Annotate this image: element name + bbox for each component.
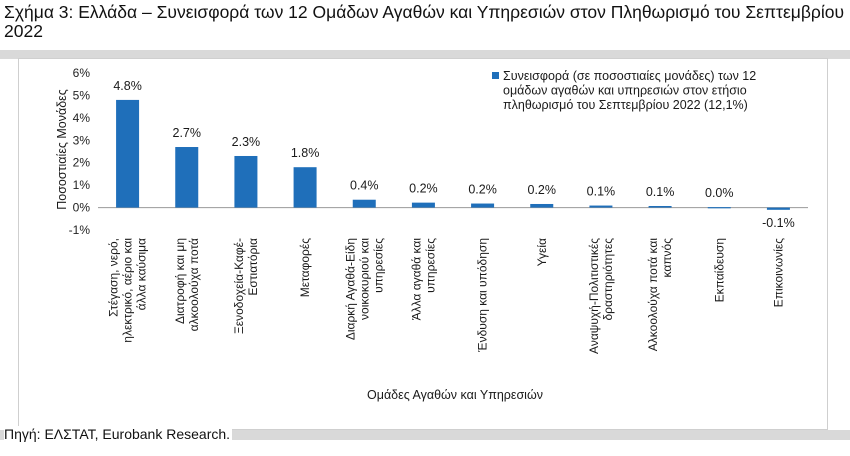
y-tick-label: 1% [73,178,91,192]
category-label: άλλα καύσιμα [135,238,149,310]
top-band [0,50,850,59]
y-tick-label: 0% [73,201,91,215]
category-label: υπηρεσίες [423,238,437,293]
bar [707,207,731,209]
chart-title: Σχήμα 3: Ελλάδα – Συνεισφορά των 12 Ομάδ… [4,2,845,41]
legend-text: ομάδων αγαθών και υπηρεσιών στον ετήσιο [503,84,747,98]
data-label: -0.1% [762,216,795,230]
data-label: 0.2% [468,183,497,197]
category-label: Ξενοδοχεία-Καφέ- [232,238,246,334]
category-label: ηλεκτρικό, αέριο και [121,238,135,343]
category-label: Διατροφή και μη [173,238,187,324]
category-label: αλκοολούχα ποτά [187,238,201,331]
category-label: Υγεία [535,238,549,266]
y-tick-label: -1% [69,223,91,237]
category-label: Διαρκή Αγαθά-Είδη [343,238,357,340]
y-tick-label: 5% [73,88,91,102]
data-label: 0.2% [528,183,557,197]
bottom-band [0,430,850,440]
bar [589,205,613,208]
category-label: νοικοκυριού και [357,238,371,320]
chart-frame [18,58,828,430]
data-label: 0.1% [587,185,616,199]
category-label: Αναψυχή-Πολιτιστικές [587,238,601,354]
category-label: Άλλα αγαθά και [409,238,423,321]
data-label: 0.2% [409,182,438,196]
category-label: Επικοινωνίες [771,238,785,308]
source-note: Πηγή: ΕΛΣΤΑΤ, Eurobank Research. [4,426,233,442]
category-label: καπνός [660,238,674,278]
y-tick-label: 3% [73,133,91,147]
category-label: Ένδυση και υπόδηση [476,238,490,353]
bar [293,167,317,208]
bar [175,147,199,208]
legend-text: Συνεισφορά (σε ποσοστιαίες μονάδες) των … [503,69,756,83]
bar [471,203,495,208]
data-label: 4.8% [113,79,142,93]
data-label: 0.4% [350,179,379,193]
category-label: Μεταφορές [298,238,312,297]
legend-marker [492,72,499,79]
category-label: Εκπαίδευση [712,238,726,302]
data-label: 1.8% [291,146,320,160]
category-label: δραστηριότητες [601,238,615,321]
category-label: Αλκοολούχα ποτά και [646,238,660,352]
category-label: υπηρεσίες [371,238,385,293]
y-tick-label: 2% [73,156,91,170]
legend-text: πληθωρισμό του Σεπτεμβρίου 2022 (12,1%) [503,98,748,112]
bar [116,99,140,208]
data-label: 0.0% [705,186,734,200]
x-axis-title: Ομάδες Αγαθών και Υπηρεσιών [367,388,543,402]
bar [766,207,790,210]
data-label: 2.7% [173,126,202,140]
bar [234,155,258,208]
y-tick-label: 4% [73,111,91,125]
category-label: Στέγαση, νερό, [107,238,121,317]
data-label: 0.1% [646,185,675,199]
bar [530,203,554,208]
y-tick-label: 6% [73,66,91,80]
bar [648,206,672,208]
y-axis-title: Ποσοστιαίες Μονάδες [55,89,69,210]
data-label: 2.3% [232,135,261,149]
category-label: Εστιατόρια [246,238,260,296]
bar [352,199,376,208]
bar [411,202,435,208]
